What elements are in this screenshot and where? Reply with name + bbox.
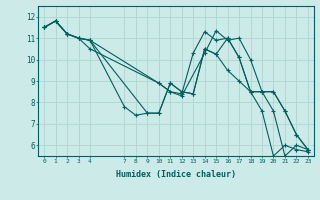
X-axis label: Humidex (Indice chaleur): Humidex (Indice chaleur) bbox=[116, 170, 236, 179]
